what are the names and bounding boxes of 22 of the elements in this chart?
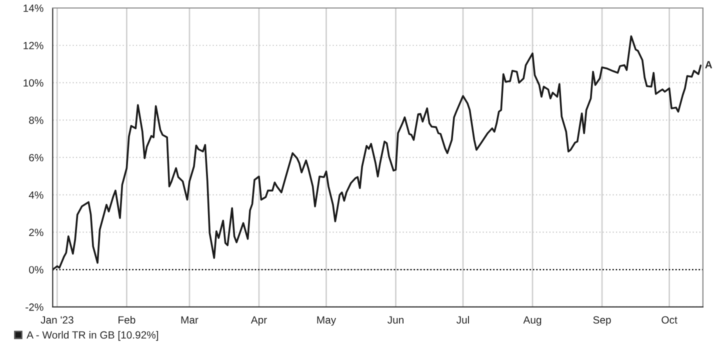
x-tick-label: Oct (662, 316, 678, 324)
legend-label: A - World TR in GB [10.92%] (26, 331, 158, 341)
x-tick-label: Mar (181, 316, 198, 324)
x-tick-label: May (317, 316, 336, 326)
x-tick-label: Jan '23 (40, 316, 74, 324)
y-tick-label: 8% (29, 116, 44, 124)
x-tick-label: Sep (593, 316, 611, 326)
y-tick-label: 10% (24, 79, 44, 87)
x-tick-label: Feb (118, 316, 136, 324)
y-tick-label: 0% (29, 266, 44, 274)
y-tick-label: 2% (29, 228, 44, 236)
x-tick-label: Aug (523, 316, 542, 326)
x-tick-label: Jun (388, 316, 404, 324)
line-series (52, 35, 702, 270)
y-tick-label: 4% (28, 191, 44, 199)
x-tick-label: Apr (250, 316, 267, 326)
y-tick-label: -2% (26, 303, 44, 311)
y-tick-label: 14% (24, 4, 44, 12)
y-tick-label: 12% (24, 42, 44, 50)
x-tick-label: Jul (456, 316, 469, 324)
annotation: A (705, 61, 712, 68)
y-tick-label: 6% (29, 154, 44, 162)
